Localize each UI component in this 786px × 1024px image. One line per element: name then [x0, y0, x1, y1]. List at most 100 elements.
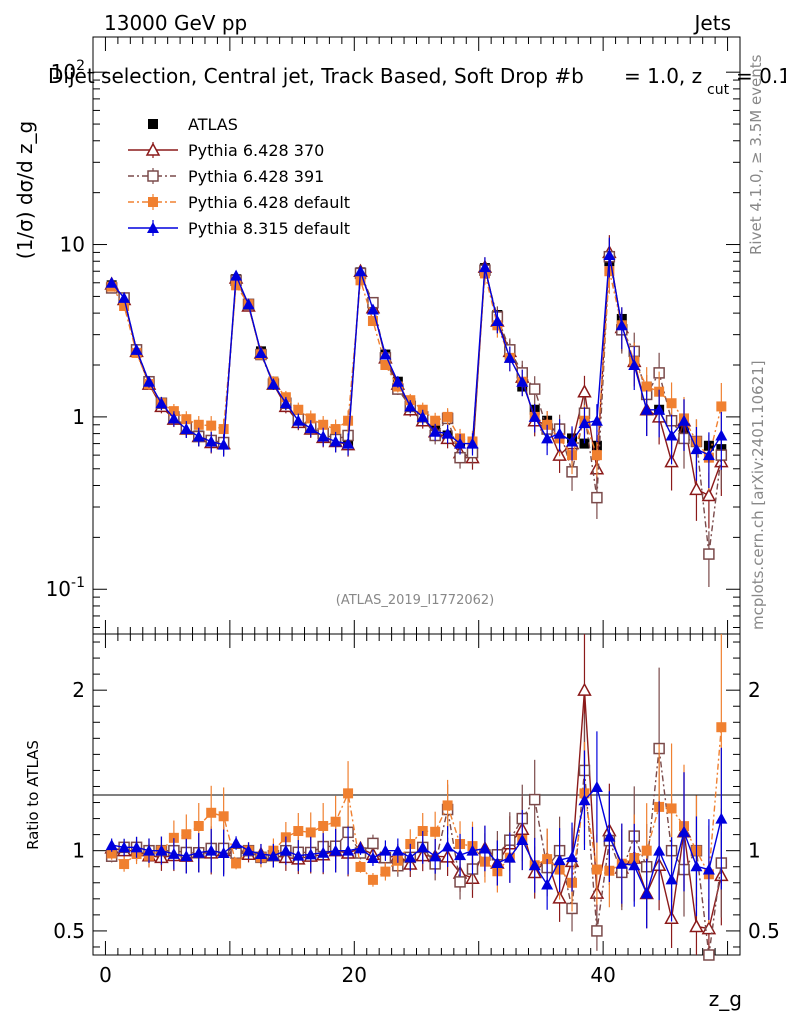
ratio-point — [106, 848, 117, 859]
data-point — [491, 315, 504, 327]
data-point — [118, 291, 131, 303]
data-point — [391, 375, 404, 387]
ratio-point — [193, 820, 204, 831]
data-point — [168, 406, 179, 417]
ratio-series-group — [104, 634, 729, 961]
ratio-point — [206, 807, 217, 818]
data-point — [380, 360, 391, 371]
main-ylabel: (1/σ) dσ/d z_g — [13, 121, 37, 259]
data-point — [665, 429, 678, 441]
ratio-point — [181, 829, 192, 840]
data-point — [591, 450, 602, 461]
ratio-point — [105, 839, 118, 851]
data-point — [566, 435, 579, 447]
ratio-point — [591, 925, 603, 937]
ratio-point — [304, 848, 317, 860]
data-point — [155, 397, 168, 409]
ratio-point — [391, 844, 404, 856]
data-point — [404, 400, 417, 412]
ratio-point — [267, 849, 280, 861]
data-point — [329, 435, 342, 447]
ratio-point — [516, 833, 529, 845]
rivet-label: Rivet 4.1.0, ≥ 3.5M events — [747, 54, 765, 255]
ratio-ytick-label: 0.5 — [53, 919, 85, 943]
ratio-point — [615, 857, 628, 869]
data-point — [379, 348, 392, 360]
data-point — [205, 435, 218, 447]
main-series-group — [104, 235, 729, 588]
data-point — [317, 430, 330, 442]
ratio-point — [715, 812, 728, 824]
ratio-point — [218, 811, 229, 822]
ratio-point — [318, 820, 329, 831]
plot-title-main: Dijet selection, Central jet, Track Base… — [48, 64, 584, 88]
ratio-point — [366, 851, 379, 863]
legend-item: Pythia 6.428 default — [128, 193, 350, 212]
data-point — [330, 424, 341, 435]
ratio-point — [329, 844, 342, 856]
data-point — [579, 438, 590, 449]
ratio-point — [217, 846, 230, 858]
data-point — [590, 414, 603, 426]
data-point — [206, 420, 217, 431]
ratio-ylabel-text: Ratio to ATLAS — [24, 740, 42, 850]
ratio-point — [343, 788, 354, 799]
ratio-point — [454, 876, 466, 888]
ratio-point — [342, 844, 355, 856]
ratio-point — [155, 844, 168, 856]
data-point — [366, 303, 379, 315]
ratio-point — [528, 859, 541, 871]
xlabel: z_g — [709, 987, 742, 1011]
ratio-point — [354, 842, 367, 854]
ratio-point — [640, 887, 653, 899]
data-point — [716, 401, 727, 412]
data-point — [192, 430, 205, 442]
main-ytick-label: 10 — [60, 233, 85, 257]
ratio-point — [192, 846, 205, 858]
legend-marker — [148, 197, 158, 207]
ratio-point — [293, 826, 304, 837]
ratio-point — [379, 844, 392, 856]
ratio-point — [279, 844, 292, 856]
data-point — [180, 423, 193, 435]
ratio-point — [441, 840, 454, 852]
ratio-point — [690, 860, 703, 872]
data-point — [628, 359, 641, 371]
ratio-point — [355, 861, 366, 872]
data-point — [442, 411, 453, 422]
data-point — [267, 378, 280, 390]
ratio-point — [578, 794, 591, 806]
ratio-point — [119, 859, 130, 870]
ratio-series-pythia-6-428-default — [106, 634, 727, 924]
plot-title-end: = 0.1 — [736, 64, 786, 88]
ratio-point — [553, 854, 566, 866]
energy-label: 13000 GeV pp — [104, 11, 247, 35]
data-point — [318, 419, 329, 430]
data-point — [516, 375, 529, 387]
ratio-xtick-label: 20 — [342, 963, 367, 987]
ratio-point — [653, 844, 666, 856]
data-point — [578, 417, 591, 429]
ratio-point — [130, 841, 143, 853]
ratio-point — [466, 844, 479, 856]
data-point — [367, 316, 378, 327]
legend-marker — [147, 222, 159, 233]
mcplots-label: mcplots.cern.ch [arXiv:2401.10621] — [749, 360, 767, 630]
data-point — [167, 412, 180, 424]
ratio-point — [305, 827, 316, 838]
data-point — [193, 419, 204, 430]
ratio-point — [678, 825, 691, 837]
ratio-point — [429, 850, 442, 862]
data-point — [528, 410, 541, 422]
data-point — [666, 398, 677, 409]
ratio-point — [404, 851, 417, 863]
series-line-pythia-6-428-391 — [111, 256, 722, 555]
plot-title-sub: cut — [707, 82, 730, 98]
ratio-ytick-label: 2 — [72, 678, 85, 702]
ratio-point — [205, 844, 218, 856]
data-point — [254, 346, 267, 358]
data-point — [703, 548, 715, 560]
ratio-point — [703, 949, 715, 961]
main-ytick-label: 1 — [72, 405, 85, 429]
